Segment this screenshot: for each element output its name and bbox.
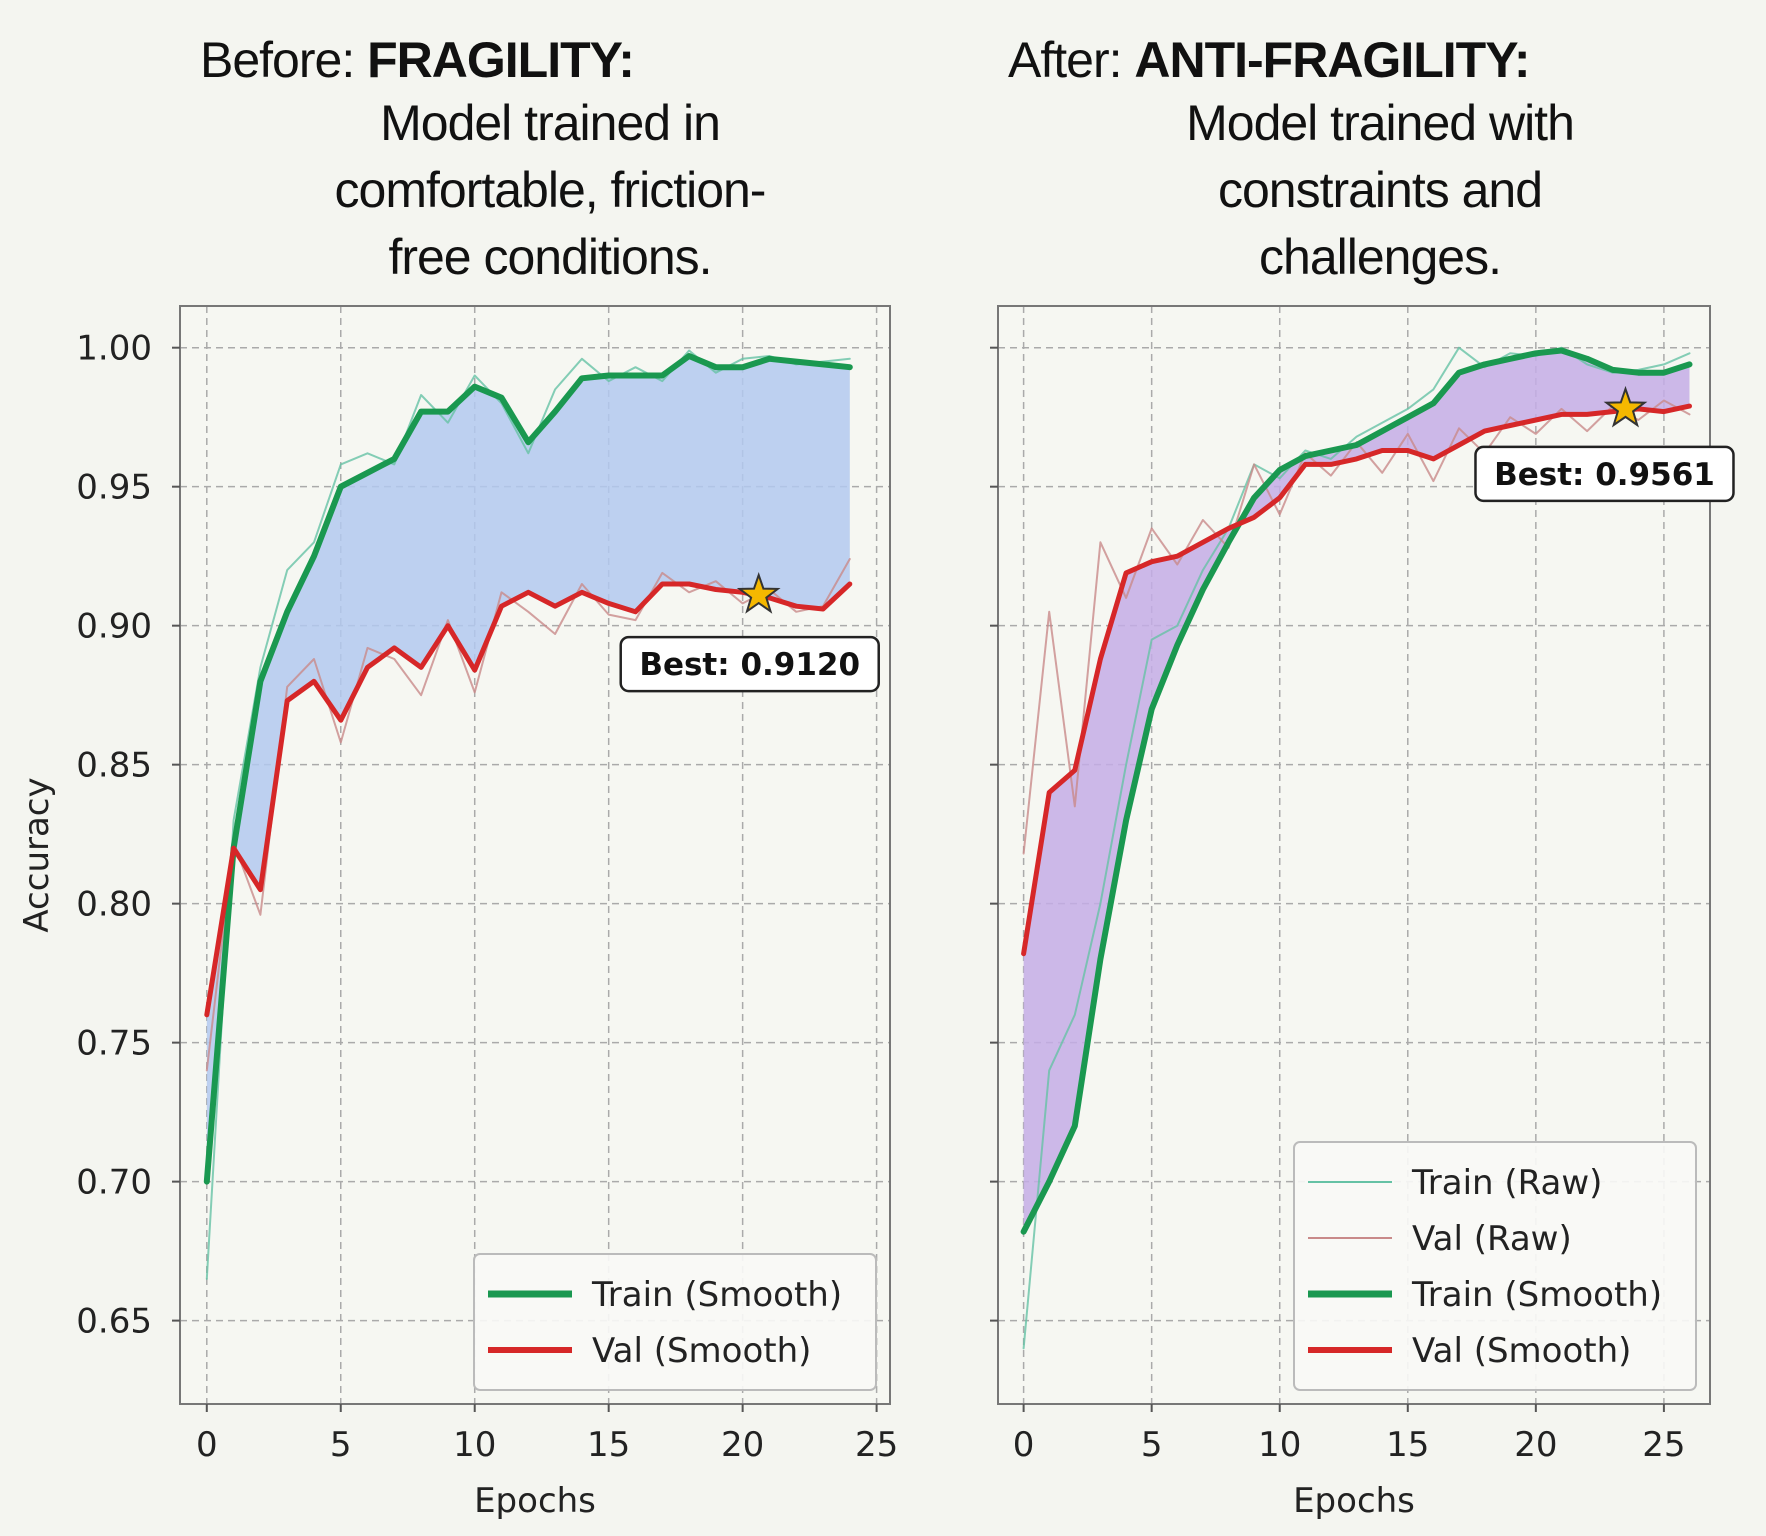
left-legend-label: Val (Smooth) — [592, 1331, 811, 1371]
right-legend-label: Train (Smooth) — [1411, 1275, 1662, 1315]
left-x-tick-label: 25 — [855, 1425, 898, 1465]
left-x-tick-label: 0 — [196, 1425, 218, 1465]
left-gap-fill — [206, 356, 850, 1182]
left-title-line-1: Model trained in — [380, 95, 721, 151]
right-chart-title: After: ANTI-FRAGILITY: Model trained wit… — [1000, 30, 1760, 291]
left-x-tick-label: 10 — [453, 1425, 496, 1465]
left-y-tick-label: 0.65 — [76, 1302, 152, 1342]
left-plot-frame — [179, 305, 891, 1405]
left-best-annotation: Best: 0.9120 — [639, 647, 860, 683]
right-gap-fill — [1023, 350, 1690, 1232]
left-x-tick-label: 15 — [587, 1425, 630, 1465]
left-legend-label: Train (Smooth) — [591, 1275, 842, 1315]
left-chart-title: Before: FRAGILITY: Model trained in comf… — [190, 30, 910, 291]
right-title-line-2: constraints and — [1217, 162, 1543, 218]
right-x-axis-label: Epochs — [1293, 1481, 1415, 1521]
right-x-tick-label: 25 — [1642, 1425, 1685, 1465]
right-x-tick-label: 5 — [1141, 1425, 1163, 1465]
left-x-axis-label: Epochs — [474, 1481, 596, 1521]
left-y-tick-label: 0.95 — [76, 468, 152, 508]
right-legend — [1293, 1141, 1697, 1391]
right-plot-frame — [997, 305, 1711, 1405]
right-x-tick-label: 0 — [1013, 1425, 1035, 1465]
left-best-star-icon — [736, 572, 781, 614]
right-best-annotation: Best: 0.9561 — [1494, 457, 1715, 493]
right-train-smooth-line — [1020, 347, 1693, 1235]
right-best-annotation-box — [1474, 445, 1735, 503]
left-y-tick-label: 0.70 — [76, 1163, 152, 1203]
right-x-tick-label: 10 — [1258, 1425, 1301, 1465]
left-title-line-2: comfortable, friction- — [334, 162, 767, 218]
left-train-smooth-line — [203, 353, 853, 1185]
left-title-line-3: free conditions. — [388, 229, 712, 285]
left-legend — [473, 1253, 877, 1391]
right-legend-label: Val (Smooth) — [1412, 1331, 1631, 1371]
left-y-tick-label: 1.00 — [76, 329, 152, 369]
left-title-bold: FRAGILITY: — [367, 32, 635, 88]
right-title-prefix: After: — [1008, 32, 1135, 88]
left-best-annotation-box — [619, 635, 880, 693]
right-legend-label: Val (Raw) — [1412, 1219, 1572, 1259]
right-legend-label: Train (Raw) — [1411, 1163, 1602, 1203]
right-title-line-3: challenges. — [1259, 229, 1502, 285]
left-x-tick-label: 5 — [330, 1425, 352, 1465]
left-y-tick-label: 0.90 — [76, 607, 152, 647]
left-train-raw-line — [205, 349, 851, 1280]
right-x-tick-label: 20 — [1514, 1425, 1557, 1465]
left-y-tick-label: 0.75 — [76, 1024, 152, 1064]
right-title-bold: ANTI-FRAGILITY: — [1134, 32, 1530, 88]
left-val-raw-line — [205, 558, 851, 1072]
right-title-heading: After: ANTI-FRAGILITY: — [1000, 30, 1760, 90]
left-y-axis-label: Accuracy — [17, 777, 57, 932]
right-best-star-icon — [1603, 385, 1648, 428]
right-chart: 0 5 10 15 20 25 Epochs Best: 0.9561 Train (Raw) V… — [990, 305, 1735, 1521]
left-x-tick-label: 20 — [721, 1425, 764, 1465]
left-chart: 0 5 10 15 20 25 0.65 0.70 0.75 0.80 0.85 0.90 0.95 1.… — [17, 305, 898, 1521]
left-title-prefix: Before: — [200, 32, 368, 88]
left-y-tick-label: 0.85 — [76, 746, 152, 786]
left-y-tick-label: 0.80 — [76, 885, 152, 925]
left-title-heading: Before: FRAGILITY: — [190, 30, 910, 90]
right-val-smooth-line — [1021, 403, 1692, 957]
right-x-tick-label: 15 — [1386, 1425, 1429, 1465]
right-title-line-1: Model trained with — [1186, 95, 1575, 151]
